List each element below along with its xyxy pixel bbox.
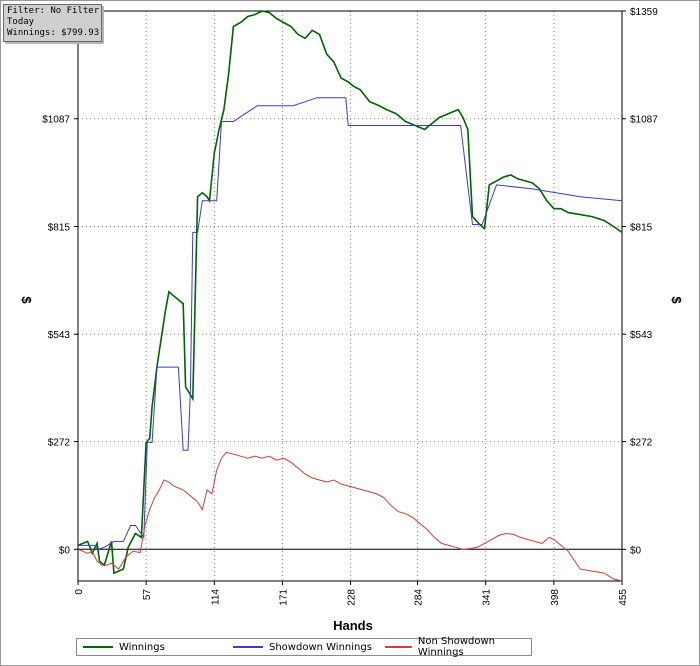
x-tick-label: 284 [414,589,425,606]
series-lines [77,10,623,582]
series-line-nonshowdown [77,451,623,582]
winnings-total-text: Winnings: $799.93 [7,28,100,38]
y-tick-label: $1087 [630,115,658,126]
legend-item-showdown: Showdown Winnings [231,639,372,655]
y-axis-right: $0 $272 $543 $815 $1087 $1359 [622,7,658,556]
legend-label-showdown: Showdown Winnings [269,641,372,653]
y-tick-label: $0 [630,545,642,556]
legend-swatch-showdown [233,646,263,648]
y-tick-label: $815 [630,222,653,233]
grid-lines [77,10,623,581]
x-axis-label: Hands [333,618,373,633]
legend-item-winnings: Winnings [81,639,165,655]
legend-label-nonshowdown: Non Showdown Winnings [417,636,495,658]
y-axis-label-right: $ [669,296,684,304]
y-tick-label: $815 [48,222,71,233]
x-tick-label: 57 [142,589,153,601]
filter-text: Filter: No Filter [7,6,100,16]
legend-swatch-nonshowdown [385,646,412,648]
legend: Winnings Showdown Winnings Non Showdown … [76,636,532,658]
legend-item-nonshowdown: Non Showdown Winnings [383,636,531,658]
series-line-winnings [77,10,623,575]
y-tick-label: $0 [59,545,71,556]
plot-area [77,10,623,582]
legend-label-winnings: Winnings [119,641,165,653]
y-tick-label: $1359 [630,7,658,18]
x-tick-label: 228 [347,589,358,606]
filter-info-box: Filter: No Filter Today Winnings: $799.9… [3,4,102,42]
x-axis: 0 57 114 171 228 284 341 398 455 [74,581,629,606]
y-tick-label: $272 [630,438,653,449]
x-tick-label: 341 [482,589,493,606]
legend-swatch-winnings [83,646,113,648]
series-line-showdown [78,97,623,550]
x-tick-label: 171 [278,589,289,606]
period-text: Today [7,17,35,27]
x-tick-label: 455 [618,589,629,606]
x-tick-label: 398 [550,589,561,606]
y-axis-label-left: $ [19,296,34,304]
x-tick-label: 0 [74,589,85,595]
y-tick-label: $543 [48,330,71,341]
x-tick-label: 114 [210,589,221,605]
y-axis-left: $0$272$543$815$1087$1359 [42,7,78,556]
y-tick-label: $1087 [42,115,70,126]
y-tick-label: $272 [48,438,71,449]
y-tick-label: $543 [630,330,653,341]
